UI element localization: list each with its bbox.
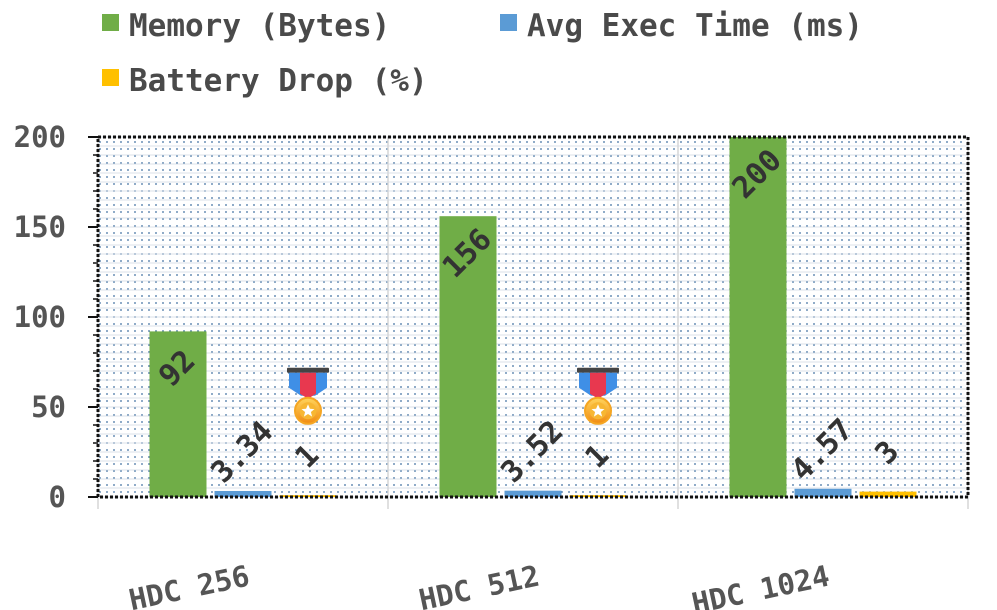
bar-memory-bytes-hdc-1024 [729, 137, 787, 497]
annotations [287, 367, 619, 425]
y-tick-label: 150 [14, 210, 66, 244]
bar-memory-bytes-hdc-512 [439, 216, 497, 497]
bars [149, 137, 917, 497]
gridlines [97, 136, 969, 509]
legend-label-memory-bytes: Memory (Bytes) [129, 8, 390, 44]
bar-memory-bytes-hdc-256 [149, 331, 207, 497]
bar-avg-exec-time-ms-hdc-1024 [794, 488, 852, 497]
x-tick-label-hdc-1024: HDC 1024 [689, 559, 833, 610]
bar-battery-drop-hdc-1024 [859, 491, 917, 497]
legend-swatch-battery-drop [102, 69, 119, 86]
medal-icon [287, 367, 329, 425]
x-axis: HDC 256 HDC 512 HDC 1024 [126, 559, 833, 610]
y-tick-label: 200 [14, 120, 66, 154]
legend-swatch-memory-bytes [102, 14, 119, 31]
legend: Memory (Bytes) Avg Exec Time (ms) Battery … [102, 8, 863, 99]
legend-label-avg-exec-time-ms: Avg Exec Time (ms) [527, 8, 863, 44]
y-tick-label: 0 [49, 480, 66, 514]
bar-avg-exec-time-ms-hdc-512 [504, 490, 562, 497]
x-tick-label-hdc-256: HDC 256 [126, 559, 253, 610]
y-axis: 0 50 100 150 200 [14, 120, 98, 514]
y-tick-label: 50 [31, 390, 66, 424]
y-tick-label: 100 [14, 300, 66, 334]
x-tick-label-hdc-512: HDC 512 [416, 559, 543, 610]
legend-swatch-avg-exec-time-ms [500, 14, 517, 31]
bar-avg-exec-time-ms-hdc-256 [214, 490, 272, 497]
medal-icon [577, 367, 619, 425]
legend-label-battery-drop: Battery Drop (%) [129, 63, 428, 99]
